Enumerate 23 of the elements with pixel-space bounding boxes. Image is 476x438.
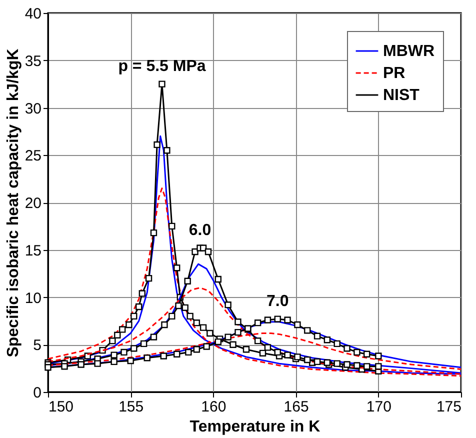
y-tick-label: 15 [24,242,42,260]
y-axis-title: Specific isobaric heat capacity in kJ/kgK [4,48,22,358]
y-tick-label: 40 [24,6,42,22]
x-tick-label: 160 [201,398,226,416]
x-axis-title: Temperature in K [190,418,321,436]
y-tick-label: 20 [24,195,42,212]
x-tick-label: 170 [366,398,392,416]
y-tick-label: 5 [33,337,42,354]
x-tick-label: 175 [436,398,462,416]
annotation: 7.0 [266,293,289,310]
legend-label: PR [383,65,406,82]
legend-label: NIST [383,87,420,104]
legend-label: MBWR [383,43,435,60]
annotation: p = 5.5 MPa [118,58,206,76]
x-tick-label: 150 [48,398,74,416]
annotation: 6.0 [188,222,212,239]
y-tick-label: 35 [24,52,42,70]
y-tick-label: 25 [24,148,42,165]
y-tick-label: 10 [24,290,42,307]
y-tick-label: 0 [33,384,42,402]
x-tick-label: 165 [284,398,309,416]
x-tick-label: 155 [118,398,144,416]
y-tick-label: 30 [24,100,42,118]
